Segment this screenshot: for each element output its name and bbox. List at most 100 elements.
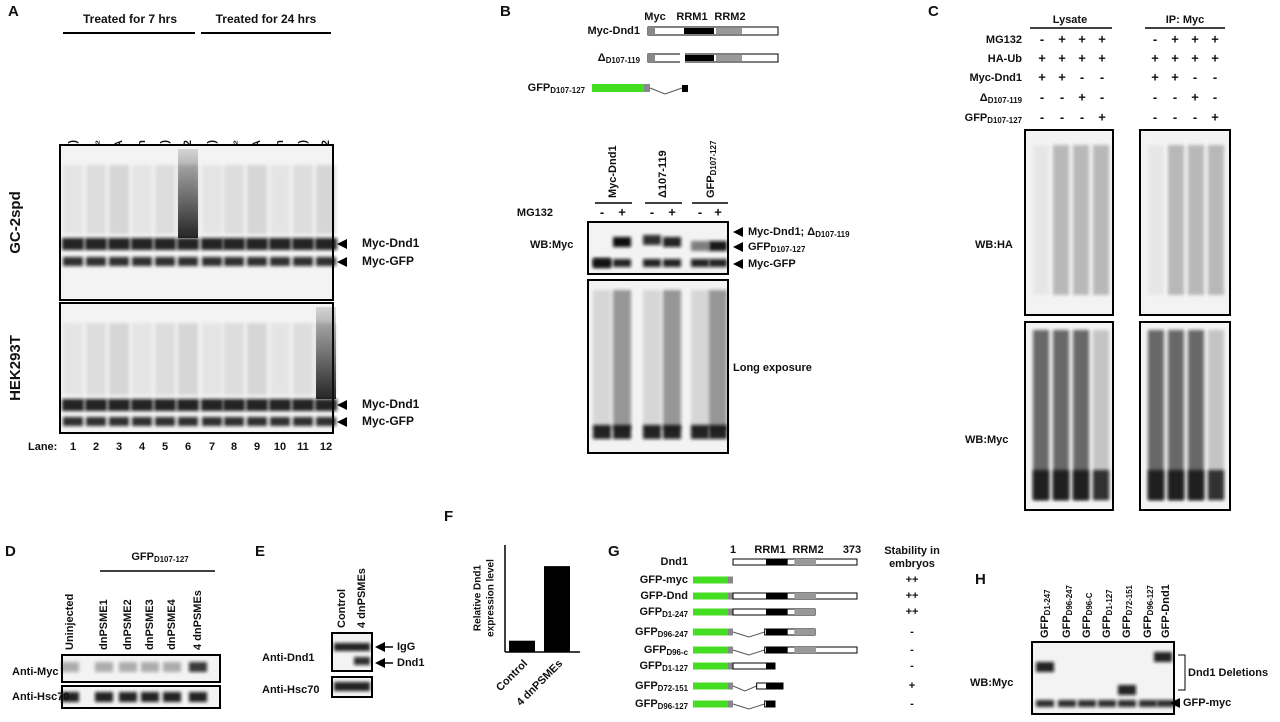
band	[1033, 470, 1049, 500]
construct-label: GFPD96-247	[635, 626, 689, 639]
label-base: GFP	[1061, 615, 1073, 638]
gfp	[693, 608, 728, 616]
sign: +	[1058, 69, 1066, 84]
lane-number: 11	[297, 441, 309, 453]
lane-number: 1	[70, 441, 76, 453]
band	[1033, 330, 1049, 500]
rrm2	[794, 609, 815, 615]
band	[85, 399, 107, 411]
tag	[728, 608, 733, 616]
lane-label: GFPD1-247	[1039, 589, 1052, 638]
band	[1188, 470, 1204, 500]
rrm2	[716, 28, 742, 34]
band	[354, 657, 370, 665]
band	[293, 257, 313, 266]
domain-label: RRM1	[754, 544, 785, 556]
tag	[728, 592, 733, 600]
sign: -	[1040, 89, 1044, 104]
lane-label: 4 dnPSMEs	[192, 590, 204, 650]
y-axis-label: Relative Dnd1	[473, 564, 484, 631]
label-base: GFP	[635, 626, 658, 638]
band	[643, 235, 661, 245]
band	[613, 237, 631, 247]
band	[109, 165, 129, 234]
rrm1	[766, 683, 783, 689]
band	[223, 238, 245, 250]
arrow	[733, 242, 743, 252]
band	[593, 425, 611, 439]
bar	[544, 566, 570, 652]
stability: -	[910, 644, 914, 656]
sign: +	[618, 204, 626, 219]
tag	[728, 628, 733, 636]
band	[613, 259, 631, 267]
band	[62, 399, 84, 411]
band	[202, 323, 222, 395]
band	[61, 662, 79, 672]
band-label: GFPD107-127	[748, 241, 806, 254]
lane-label: Lane:	[28, 441, 57, 453]
band	[1188, 145, 1204, 295]
arrow	[733, 259, 743, 269]
band	[201, 399, 223, 411]
band	[643, 259, 661, 267]
gfp	[693, 682, 728, 690]
sign: +	[1151, 50, 1159, 65]
lane-number: 8	[231, 441, 237, 453]
panel-label: B	[500, 3, 511, 20]
arrow	[375, 658, 385, 668]
label-subscript: D1-247	[1043, 589, 1052, 616]
band	[178, 323, 198, 395]
cell-line: HEK293T	[7, 335, 24, 401]
construct-label: GFP-myc	[640, 574, 688, 586]
gfp	[693, 662, 728, 670]
row-label: GFPD107-127	[965, 112, 1023, 125]
sign: -	[1040, 109, 1044, 124]
band	[86, 165, 106, 234]
panel-label: E	[255, 543, 265, 560]
band	[1148, 330, 1164, 500]
label-subscript: D72-151	[658, 684, 689, 693]
band	[86, 417, 106, 426]
bracket-label: Dnd1 Deletions	[1188, 667, 1268, 679]
rrm1	[684, 28, 714, 34]
gfp	[693, 628, 728, 636]
band	[224, 257, 244, 266]
band	[119, 662, 137, 672]
connector	[732, 703, 765, 710]
band	[154, 238, 176, 250]
band	[1157, 700, 1175, 707]
lane-label: dnPSME1	[98, 599, 110, 650]
arrow	[337, 400, 347, 410]
rrm1	[766, 559, 788, 565]
sign: +	[1078, 89, 1086, 104]
lane-label: Control	[336, 589, 348, 628]
label-subscript: D96-127	[658, 702, 689, 711]
stability: -	[910, 626, 914, 638]
position-label: 373	[843, 544, 861, 556]
sign: -	[1153, 109, 1157, 124]
label-base: GFP	[635, 698, 658, 710]
band	[1154, 652, 1172, 662]
lane-number: 2	[93, 441, 99, 453]
band	[663, 237, 681, 247]
tag	[648, 27, 655, 35]
rrm2	[716, 55, 742, 61]
lane-label: GFPD96-C	[1081, 592, 1094, 638]
label-subscript: D107-127	[709, 140, 718, 175]
construct-label: GFPD96-c	[644, 644, 689, 657]
sign: +	[1211, 109, 1219, 124]
lane-number: 3	[116, 441, 122, 453]
lane-label: GFP-Dnd1	[1160, 584, 1172, 638]
band	[1093, 470, 1109, 500]
band	[86, 323, 106, 395]
lane-label: Myc-Dnd1	[607, 145, 619, 198]
band	[141, 692, 159, 702]
sign: -	[1193, 109, 1197, 124]
label-subscript: D96-c	[666, 648, 688, 657]
sign: +	[1211, 50, 1219, 65]
sign: +	[1171, 31, 1179, 46]
label-subscript: D107-127	[154, 555, 189, 564]
band	[316, 165, 336, 234]
gfp	[693, 592, 728, 600]
